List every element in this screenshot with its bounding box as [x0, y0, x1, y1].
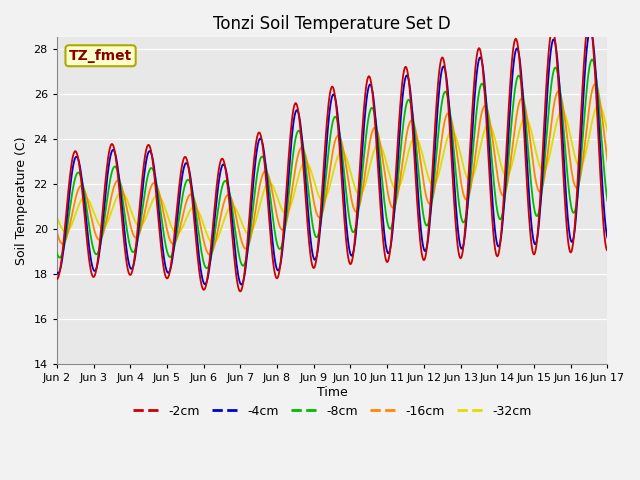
Text: TZ_fmet: TZ_fmet	[69, 49, 132, 63]
Title: Tonzi Soil Temperature Set D: Tonzi Soil Temperature Set D	[213, 15, 451, 33]
Legend: -2cm, -4cm, -8cm, -16cm, -32cm: -2cm, -4cm, -8cm, -16cm, -32cm	[128, 400, 536, 423]
Y-axis label: Soil Temperature (C): Soil Temperature (C)	[15, 136, 28, 265]
X-axis label: Time: Time	[317, 385, 348, 398]
